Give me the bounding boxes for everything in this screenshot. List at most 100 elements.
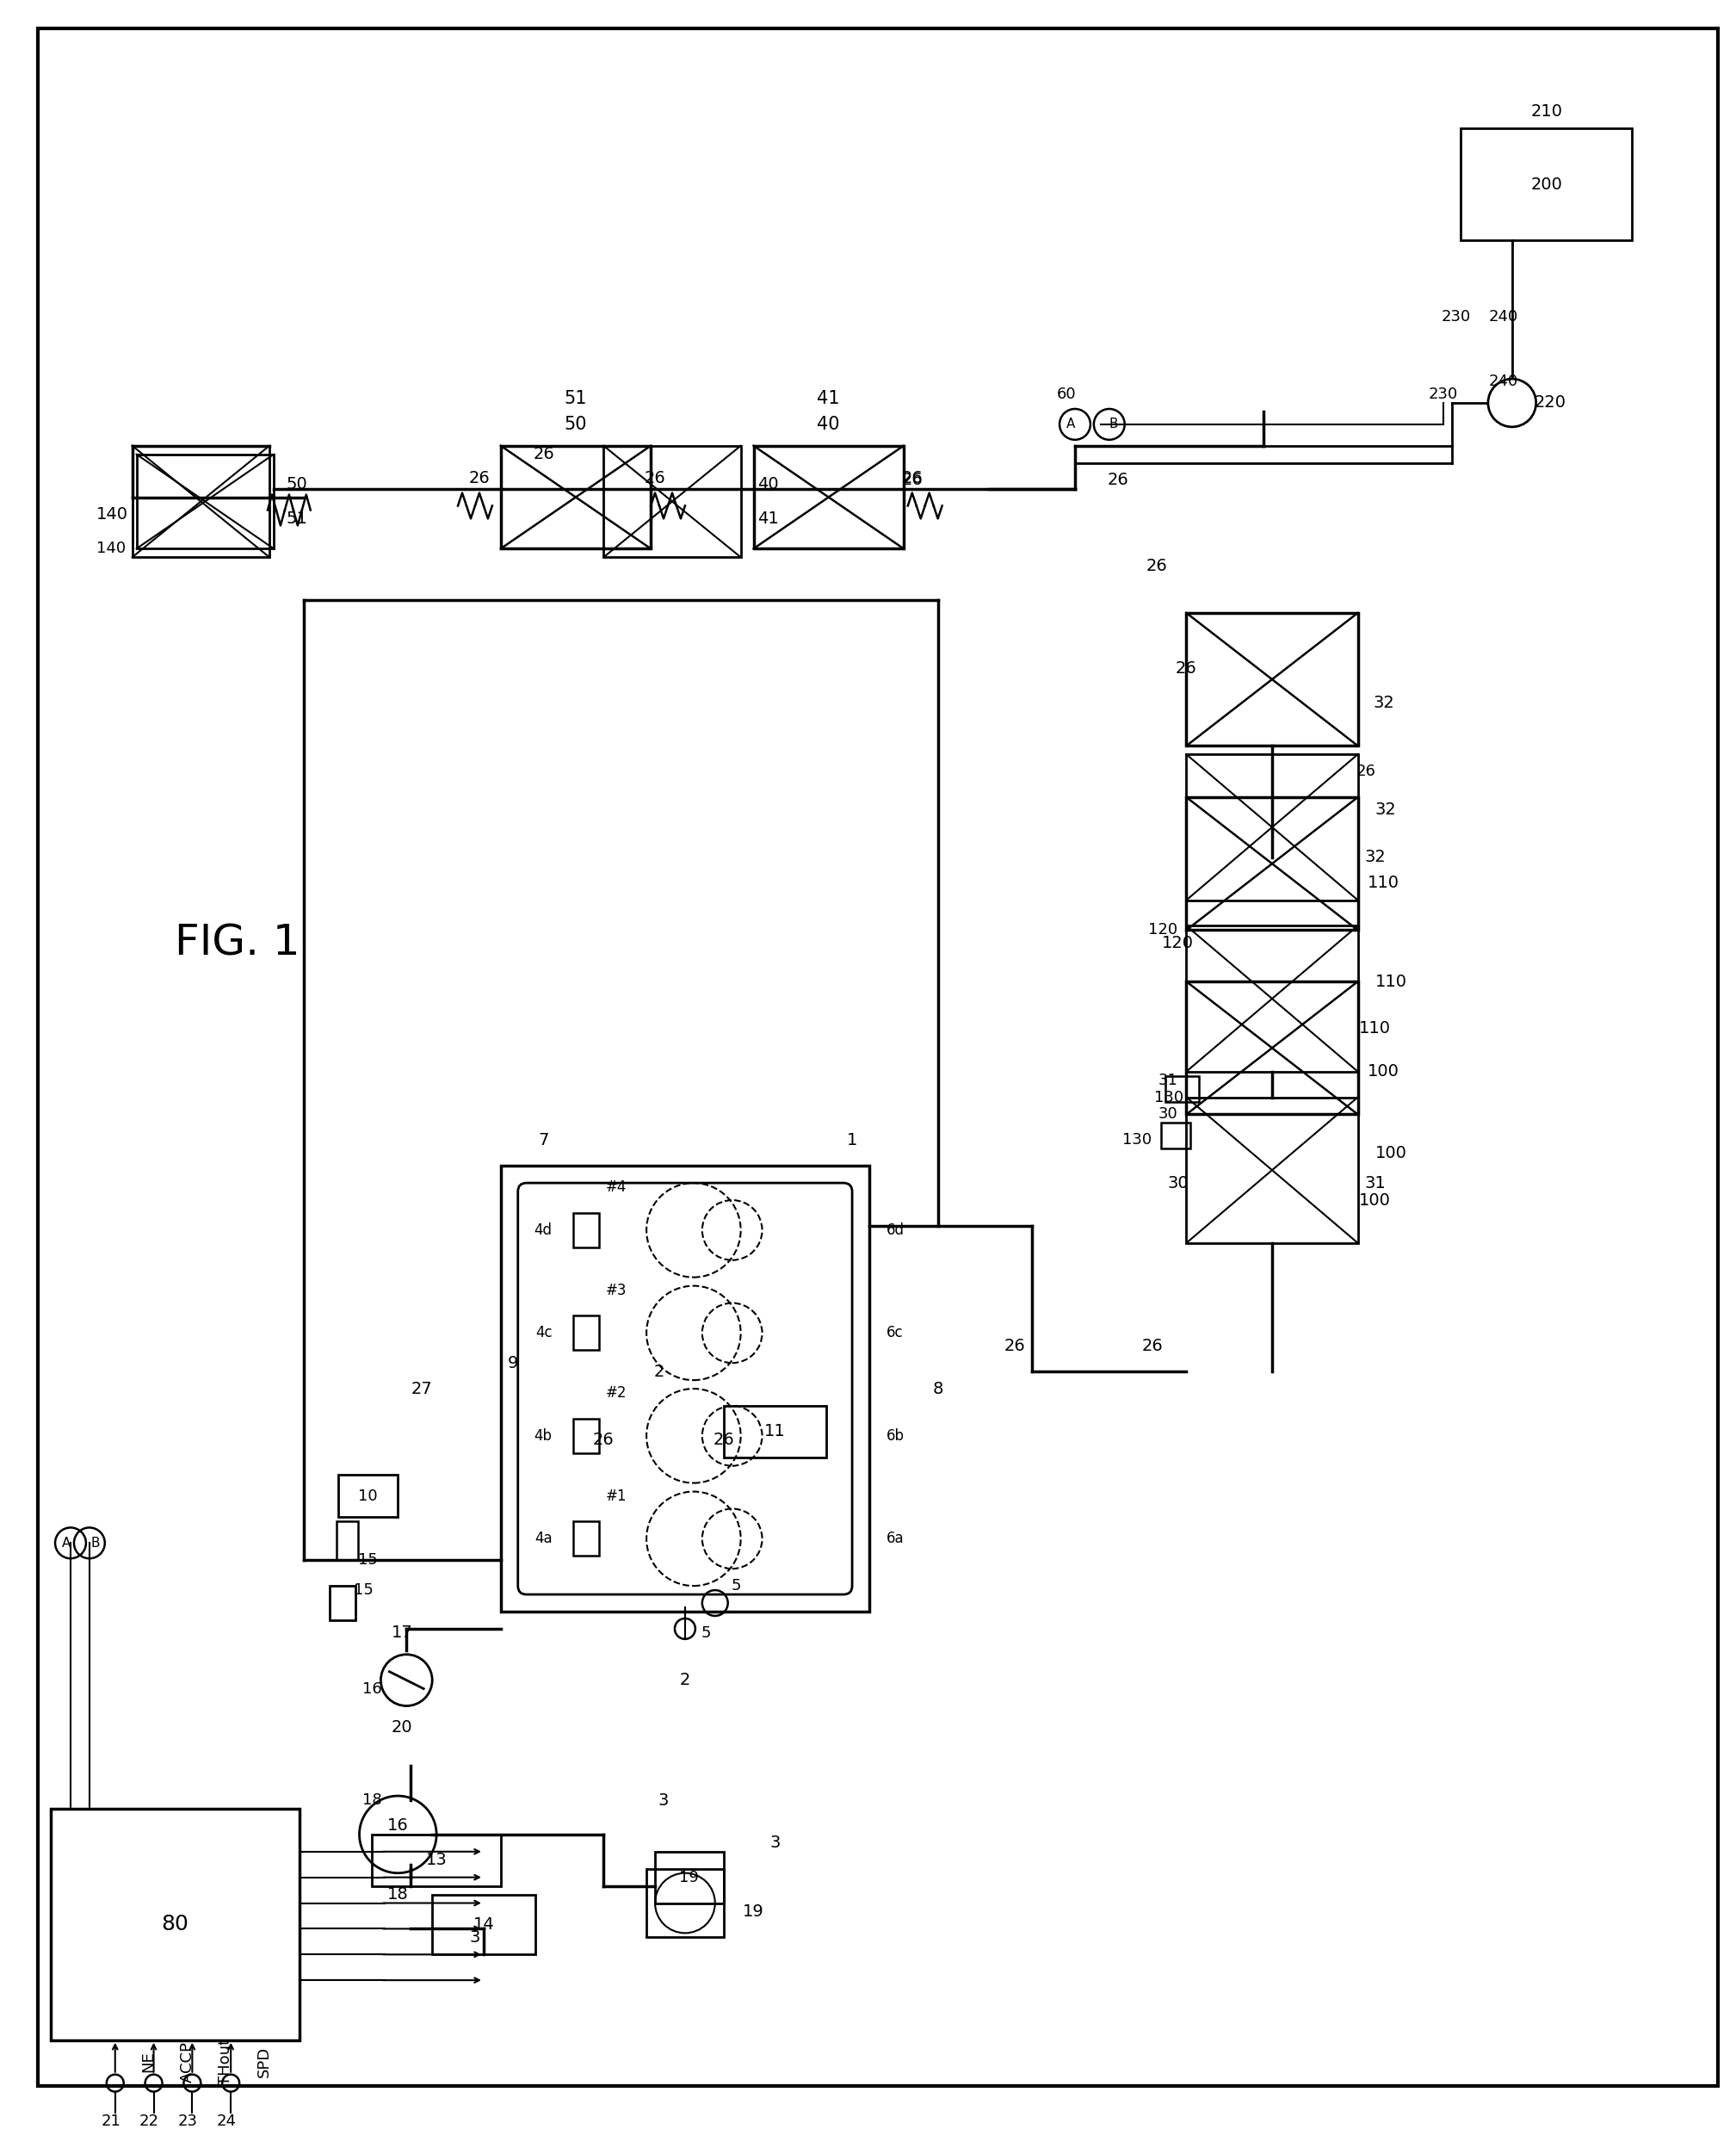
Bar: [573, 1214, 599, 1248]
Text: 31: 31: [1364, 1175, 1385, 1190]
Text: 240: 240: [1489, 375, 1519, 390]
Text: 210: 210: [1531, 104, 1562, 119]
Text: 20: 20: [392, 1718, 413, 1735]
Text: 23: 23: [179, 2114, 198, 2129]
Text: 15: 15: [358, 1552, 378, 1567]
Text: 10: 10: [358, 1488, 378, 1503]
Text: 4b: 4b: [535, 1429, 552, 1443]
Text: 26: 26: [901, 473, 924, 488]
Bar: [573, 1316, 599, 1350]
Text: A: A: [62, 1537, 71, 1550]
Text: B: B: [1109, 417, 1118, 430]
Text: 15: 15: [354, 1582, 373, 1599]
Text: 32: 32: [1375, 803, 1396, 818]
Text: 40: 40: [816, 415, 840, 432]
Text: 3: 3: [658, 1793, 668, 1808]
Text: 26: 26: [644, 471, 665, 488]
Text: 130: 130: [1123, 1133, 1153, 1148]
Text: 16: 16: [387, 1818, 408, 1833]
Bar: [1186, 981, 1358, 1113]
Bar: [339, 1475, 398, 1518]
Text: 14: 14: [472, 1916, 495, 1933]
Text: 26: 26: [594, 1433, 615, 1448]
Text: 50: 50: [286, 477, 307, 492]
Text: 26: 26: [1108, 473, 1128, 488]
Text: 26: 26: [1356, 764, 1377, 779]
Text: 7: 7: [538, 1133, 549, 1148]
Bar: [372, 1835, 500, 1886]
Text: 26: 26: [1175, 660, 1198, 677]
Bar: [646, 1869, 724, 1937]
Text: 16: 16: [363, 1682, 382, 1697]
Text: 110: 110: [1359, 1020, 1391, 1037]
Bar: [137, 453, 274, 549]
Text: 18: 18: [363, 1793, 382, 1808]
Bar: [432, 1895, 535, 1954]
Text: 50: 50: [564, 415, 587, 432]
Text: B: B: [90, 1537, 101, 1550]
Text: 26: 26: [1142, 1337, 1163, 1354]
Text: 100: 100: [1375, 1145, 1406, 1160]
Text: 3: 3: [470, 1929, 481, 1946]
Text: 26: 26: [901, 471, 924, 488]
Text: 30: 30: [1158, 1107, 1177, 1122]
Text: 120: 120: [1161, 935, 1194, 952]
Text: 230: 230: [1441, 309, 1470, 326]
Bar: [500, 445, 651, 549]
Text: 3: 3: [769, 1835, 781, 1852]
Text: 140: 140: [95, 541, 125, 556]
Text: FIG. 1: FIG. 1: [175, 922, 300, 964]
Text: 5: 5: [701, 1624, 712, 1641]
Text: 60: 60: [1057, 387, 1076, 402]
Text: ACCP: ACCP: [179, 2042, 194, 2082]
Text: 2: 2: [681, 1671, 691, 1688]
Text: 31: 31: [1158, 1073, 1177, 1088]
Text: SPD: SPD: [257, 2046, 273, 2078]
Text: 32: 32: [1373, 694, 1394, 711]
Text: 51: 51: [564, 390, 587, 407]
Text: 51: 51: [286, 511, 307, 526]
Text: #1: #1: [606, 1488, 627, 1503]
Text: 5: 5: [731, 1578, 741, 1595]
Text: 4c: 4c: [535, 1324, 552, 1341]
Text: 40: 40: [759, 477, 779, 492]
Text: 6c: 6c: [887, 1324, 903, 1341]
Text: #3: #3: [606, 1282, 627, 1299]
Text: 2: 2: [654, 1363, 665, 1380]
Text: NE: NE: [141, 2050, 156, 2072]
Text: 41: 41: [816, 390, 840, 407]
Text: 41: 41: [759, 511, 779, 526]
Text: 6b: 6b: [887, 1429, 904, 1443]
Text: 130: 130: [1154, 1090, 1184, 1105]
Text: 200: 200: [1531, 177, 1562, 192]
Text: 9: 9: [507, 1354, 517, 1371]
Text: 19: 19: [743, 1903, 764, 1920]
Text: 13: 13: [425, 1852, 448, 1869]
Bar: [1186, 754, 1358, 901]
Text: 18: 18: [387, 1886, 408, 1903]
Bar: [573, 1522, 599, 1556]
Text: 4a: 4a: [535, 1531, 552, 1546]
Text: 120: 120: [1149, 922, 1177, 939]
Bar: [1186, 613, 1358, 745]
Text: 22: 22: [139, 2114, 160, 2129]
Text: 26: 26: [713, 1433, 734, 1448]
Text: 80: 80: [161, 1914, 189, 1935]
Text: 100: 100: [1359, 1192, 1391, 1209]
Bar: [500, 1167, 870, 1612]
Text: 100: 100: [1368, 1062, 1399, 1079]
Text: 26: 26: [1005, 1337, 1026, 1354]
Text: 140: 140: [95, 507, 128, 522]
Bar: [604, 445, 741, 558]
Bar: [1460, 128, 1632, 241]
Text: 27: 27: [411, 1380, 432, 1397]
Bar: [50, 1810, 299, 2040]
Text: 220: 220: [1535, 394, 1566, 411]
Text: 24: 24: [217, 2114, 236, 2129]
Text: THout: THout: [219, 2037, 233, 2084]
Text: 1: 1: [847, 1133, 858, 1148]
Bar: [1165, 1075, 1200, 1101]
Text: 30: 30: [1167, 1175, 1189, 1190]
Text: 21: 21: [101, 2114, 122, 2129]
Bar: [132, 445, 269, 558]
